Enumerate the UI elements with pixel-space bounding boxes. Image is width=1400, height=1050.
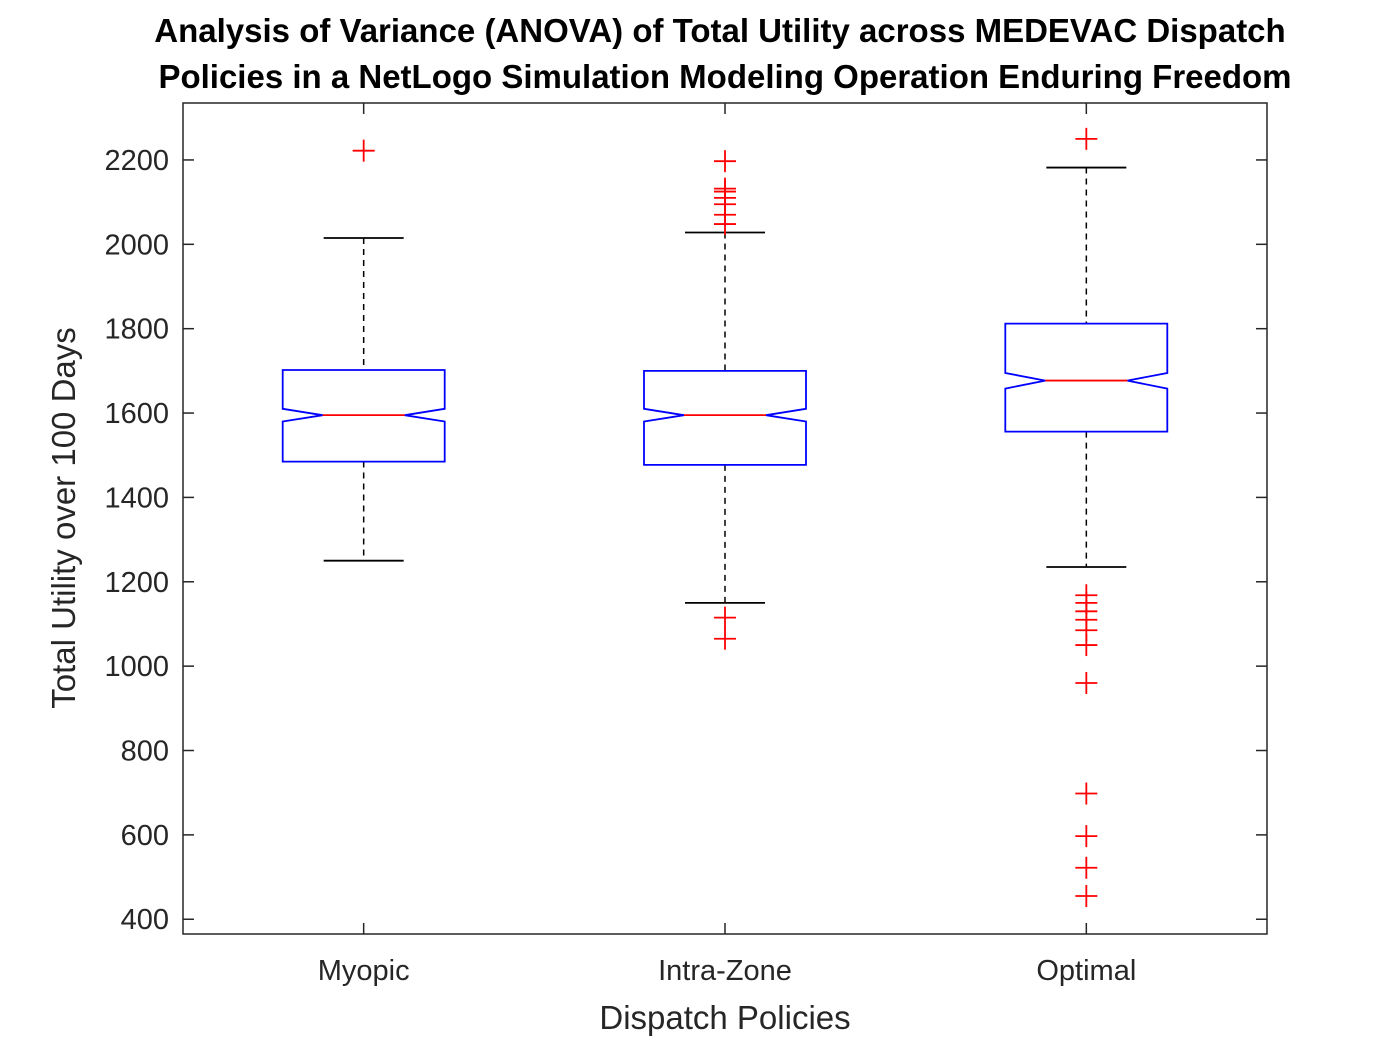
outlier-marker	[352, 139, 375, 162]
box-myopic	[281, 139, 446, 562]
outlier-marker	[1075, 856, 1098, 879]
x-tick-label-myopic: Myopic	[318, 955, 410, 987]
y-tick-label: 2200	[104, 145, 169, 177]
chart-title-line-2: Policies in a NetLogo Simulation Modelin…	[158, 58, 1291, 95]
x-tick-label-intra-zone: Intra-Zone	[658, 955, 792, 987]
y-tick-label: 600	[121, 820, 169, 852]
outlier-marker	[1075, 672, 1098, 695]
y-tick-label: 1200	[104, 567, 169, 599]
y-tick-label: 400	[121, 904, 169, 936]
outlier-marker	[1075, 885, 1098, 908]
notched-box	[281, 369, 446, 463]
x-tick-label-optimal: Optimal	[1036, 955, 1136, 987]
outlier-marker	[1075, 825, 1098, 848]
y-tick-label: 1800	[104, 314, 169, 346]
x-axis-ticks: Myopic Intra-Zone Optimal	[318, 103, 1136, 987]
outlier-marker	[1075, 782, 1098, 805]
y-tick-label: 800	[121, 736, 169, 768]
y-axis-label: Total Utility over 100 Days	[45, 327, 82, 708]
outlier-marker	[1075, 634, 1098, 657]
box-intra-zone	[643, 150, 807, 650]
outlier-marker	[714, 213, 736, 236]
y-tick-label: 1000	[104, 651, 169, 683]
outlier-marker	[714, 150, 736, 173]
box-series	[281, 127, 1169, 908]
y-tick-label: 1600	[104, 398, 169, 430]
notched-box	[643, 369, 807, 466]
box-optimal	[1004, 127, 1169, 908]
chart-title: Analysis of Variance (ANOVA) of Total Ut…	[154, 12, 1291, 95]
notched-box	[1004, 322, 1169, 433]
outlier-marker	[714, 627, 736, 650]
outlier-marker	[714, 606, 736, 629]
outlier-marker	[1075, 127, 1098, 150]
x-axis-label: Dispatch Policies	[599, 999, 850, 1036]
y-tick-label: 1400	[104, 482, 169, 514]
y-tick-label: 2000	[104, 229, 169, 261]
y-axis-ticks: 400 600 800 1000 1200 1400 1600 1800 2000 2200	[104, 145, 1267, 936]
chart-title-line-1: Analysis of Variance (ANOVA) of Total Ut…	[154, 12, 1285, 49]
